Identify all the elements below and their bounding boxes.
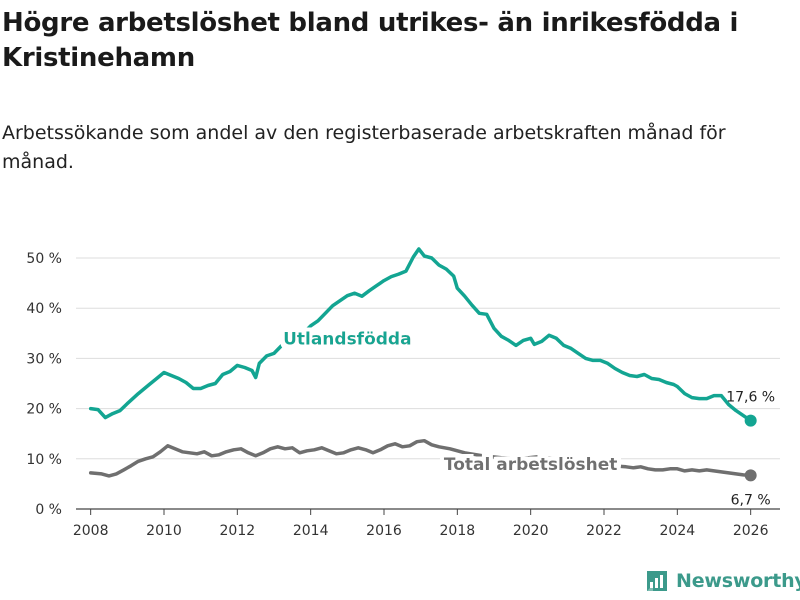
y-tick-label: 10 %: [26, 452, 62, 468]
chart-title: Högre arbetslöshet bland utrikes- än inr…: [2, 8, 739, 73]
series-lines: [88, 247, 757, 482]
x-tick-label: 2014: [293, 523, 329, 539]
series-name-label: Total arbetslöshet: [444, 455, 618, 475]
x-tick-label: 2018: [440, 523, 476, 539]
x-tick-label: 2026: [733, 523, 769, 539]
x-axis: 2008 2010 2012 2014 2016 2018 2020 2022 2024 2026: [73, 509, 769, 539]
series-end-label: 17,6 %: [726, 390, 775, 406]
y-axis: 0 % 10 % 20 % 30 % 40 % 50 %: [26, 251, 62, 518]
x-tick-label: 2012: [220, 523, 256, 539]
series-labels: 17,6 % 6,7 % Utlandsfödda Total arbetslöshe…: [283, 329, 775, 508]
y-tick-label: 0 %: [35, 502, 62, 518]
series-end-label: 6,7 %: [731, 492, 771, 508]
y-tick-label: 50 %: [26, 251, 62, 267]
x-tick-label: 2024: [660, 523, 696, 539]
series-line-1: [88, 438, 753, 478]
series-line-0: [88, 247, 753, 423]
x-tick-label: 2020: [513, 523, 549, 539]
series-name-label: Utlandsfödda: [283, 329, 412, 349]
y-tick-label: 30 %: [26, 351, 62, 367]
series-end-marker: [744, 469, 757, 482]
x-tick-label: 2010: [146, 523, 182, 539]
x-tick-label: 2022: [586, 523, 622, 539]
x-tick-label: 2008: [73, 523, 109, 539]
newsworthy-logo-icon: [647, 571, 667, 591]
y-tick-label: 20 %: [26, 402, 62, 418]
brand-name: Newsworthy: [676, 570, 800, 592]
x-tick-label: 2016: [366, 523, 402, 539]
series-end-marker: [744, 414, 757, 427]
brand-logo: Newsworthy: [644, 568, 800, 594]
y-tick-label: 40 %: [26, 301, 62, 317]
chart-subtitle: Arbetssökande som andel av den registerb…: [2, 122, 726, 173]
